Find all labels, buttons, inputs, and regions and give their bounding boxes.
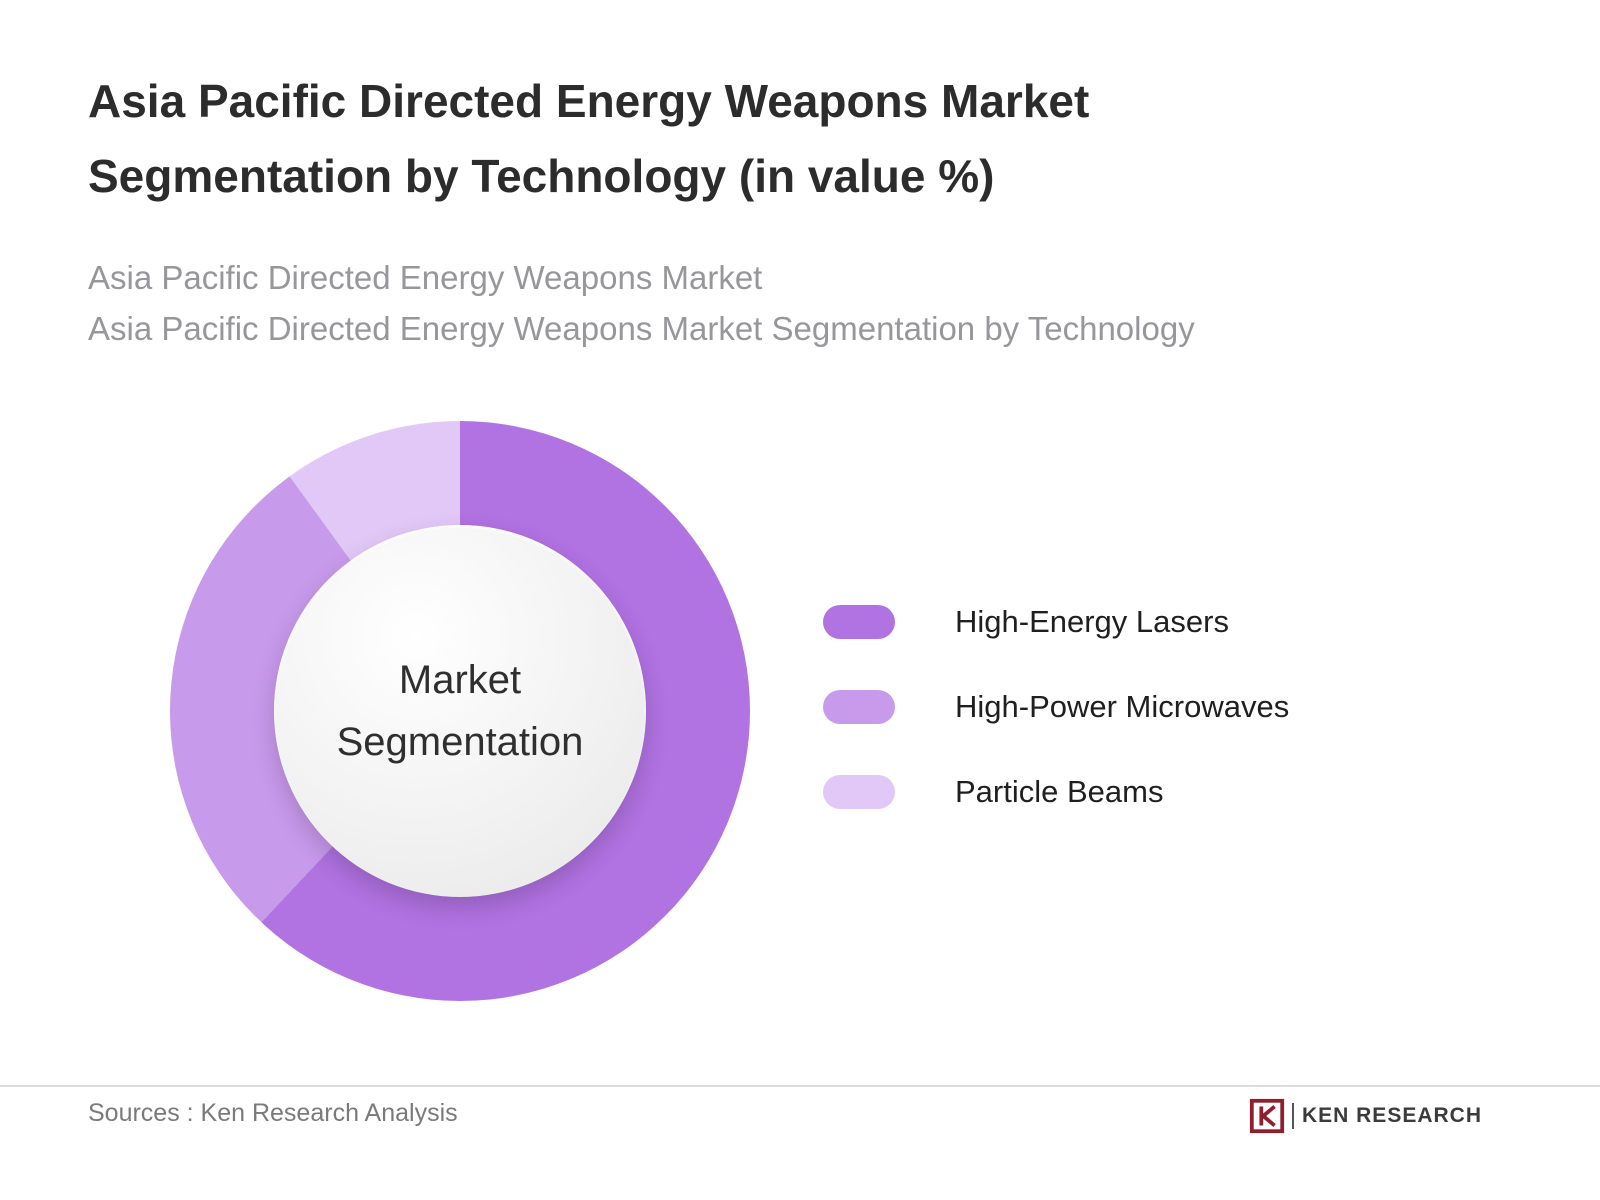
page-title: Asia Pacific Directed Energy Weapons Mar… xyxy=(88,75,1090,202)
ken-research-k-icon xyxy=(1249,1098,1285,1134)
legend-label: Particle Beams xyxy=(955,774,1164,809)
subtitle-line-2: Asia Pacific Directed Energy Weapons Mar… xyxy=(88,310,1195,348)
source-text: Sources : Ken Research Analysis xyxy=(88,1099,458,1127)
legend-swatch-high-energy-lasers xyxy=(823,605,895,639)
legend-item-high-energy-lasers: High-Energy Lasers xyxy=(823,604,1289,639)
donut-center: Market Segmentation xyxy=(274,525,646,897)
legend-swatch-high-power-microwaves xyxy=(823,690,895,724)
legend-label: High-Power Microwaves xyxy=(955,689,1290,724)
brand-name: KEN RESEARCH xyxy=(1301,1104,1482,1127)
legend-item-high-power-microwaves: High-Power Microwaves xyxy=(823,689,1290,724)
chart-legend: High-Energy Lasers High-Power Microwaves… xyxy=(823,604,1290,860)
donut-chart: Market Segmentation xyxy=(170,421,750,1001)
legend-swatch-particle-beams xyxy=(823,775,895,809)
legend-label: High-Energy Lasers xyxy=(955,604,1229,639)
brand-logo: KEN RESEARCH xyxy=(1248,1096,1482,1136)
brand-separator xyxy=(1291,1103,1294,1129)
donut-center-label: Market Segmentation xyxy=(336,658,584,764)
footer-divider xyxy=(0,1085,1600,1087)
legend-item-particle-beams: Particle Beams xyxy=(823,774,1289,809)
page-subtitle: Asia Pacific Directed Energy Weapons Mar… xyxy=(88,252,1248,354)
subtitle-line-1: Asia Pacific Directed Energy Weapons Mar… xyxy=(88,259,763,296)
